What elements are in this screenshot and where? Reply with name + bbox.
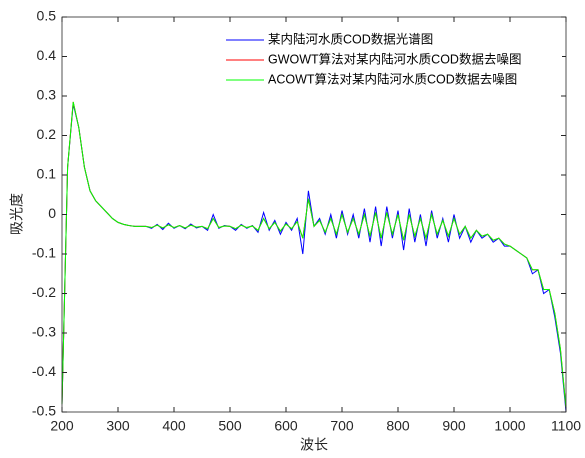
x-tick-label: 800 bbox=[386, 418, 410, 434]
y-tick-label: 0.5 bbox=[37, 8, 57, 24]
x-tick-label: 900 bbox=[442, 418, 466, 434]
y-tick-label: 0.3 bbox=[37, 87, 57, 103]
y-tick-label: 0 bbox=[48, 205, 56, 221]
x-axis-label: 波长 bbox=[300, 437, 328, 453]
y-tick-label: -0.1 bbox=[32, 245, 56, 261]
y-tick-label: -0.3 bbox=[32, 324, 56, 340]
legend-label: GWOWT算法对某内陆河水质COD数据去噪图 bbox=[268, 51, 521, 66]
x-tick-label: 500 bbox=[218, 418, 242, 434]
x-tick-label: 200 bbox=[50, 418, 74, 434]
y-tick-label: 0.1 bbox=[37, 166, 57, 182]
y-tick-label: 0.4 bbox=[37, 47, 57, 63]
series-line bbox=[61, 103, 567, 413]
y-tick-label: -0.4 bbox=[32, 363, 56, 379]
x-tick-label: 1000 bbox=[494, 418, 525, 434]
legend-label: 某内陆河水质COD数据光谱图 bbox=[268, 31, 433, 46]
x-tick-label: 400 bbox=[162, 418, 186, 434]
y-axis-label: 吸光度 bbox=[9, 193, 25, 235]
y-tick-label: -0.2 bbox=[32, 284, 56, 300]
x-tick-label: 1100 bbox=[551, 418, 581, 434]
series-line bbox=[61, 101, 567, 409]
legend-box bbox=[218, 29, 562, 91]
x-tick-label: 600 bbox=[274, 418, 298, 434]
y-tick-label: 0.2 bbox=[37, 126, 57, 142]
series-line bbox=[61, 101, 567, 409]
y-tick-label: -0.5 bbox=[32, 403, 56, 419]
x-tick-label: 300 bbox=[106, 418, 130, 434]
legend: 某内陆河水质COD数据光谱图 GWOWT算法对某内陆河水质COD数据去噪图 ACOW… bbox=[218, 29, 562, 91]
x-tick-label: 700 bbox=[330, 418, 354, 434]
legend-label: ACOWT算法对某内陆河水质COD数据去噪图 bbox=[268, 71, 517, 86]
